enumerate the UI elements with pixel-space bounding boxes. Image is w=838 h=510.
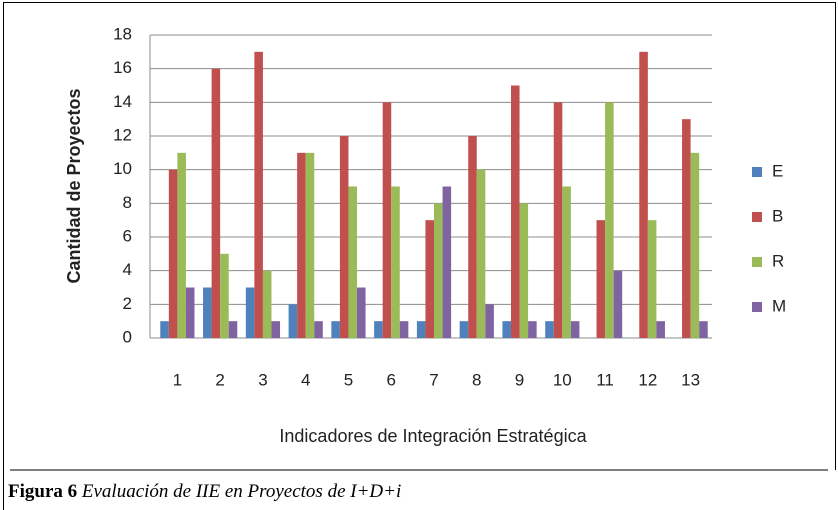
- bar: [682, 119, 691, 339]
- bar: [690, 152, 700, 338]
- bar: [528, 321, 537, 338]
- y-tick-label: 4: [123, 260, 132, 279]
- y-tick-label: 6: [123, 226, 132, 245]
- bar: [434, 203, 443, 338]
- legend-swatch: [752, 302, 762, 312]
- bar: [502, 321, 511, 338]
- frame: [3, 2, 836, 510]
- bar: [468, 136, 477, 338]
- x-tick-label: 10: [553, 370, 572, 389]
- legend-swatch: [752, 257, 762, 267]
- x-tick-label: 4: [301, 370, 310, 389]
- bar: [391, 186, 400, 338]
- bar: [425, 220, 434, 338]
- x-tick-label: 2: [215, 370, 224, 389]
- bar: [519, 203, 529, 338]
- bar: [476, 169, 486, 338]
- bar: [459, 321, 469, 338]
- bar: [168, 169, 178, 338]
- y-axis-title: Cantidad de Proyectos: [64, 88, 84, 283]
- legend-label: E: [772, 161, 783, 180]
- bar: [553, 102, 563, 338]
- bar: [305, 152, 315, 338]
- y-tick-label: 10: [113, 159, 132, 178]
- bar: [262, 270, 272, 338]
- bar: [416, 321, 426, 338]
- bar: [699, 321, 708, 338]
- bar: [288, 304, 298, 338]
- y-tick-label: 8: [123, 193, 132, 212]
- caption-label: Figura 6: [8, 481, 77, 502]
- bar: [570, 321, 580, 338]
- bar: [399, 321, 409, 338]
- legend-label: B: [772, 206, 783, 225]
- y-tick-label: 16: [113, 58, 132, 77]
- x-tick-label: 5: [344, 370, 353, 389]
- bar: [382, 102, 392, 338]
- bar: [562, 186, 571, 338]
- bar: [228, 321, 238, 338]
- x-tick-label: 13: [681, 370, 700, 389]
- legend-label: R: [772, 251, 784, 270]
- bar: [596, 220, 606, 338]
- x-axis-title: Indicadores de Integración Estratégica: [279, 426, 587, 446]
- bar: [297, 152, 306, 338]
- bar: [177, 152, 186, 338]
- bar: [314, 321, 323, 338]
- bar: [211, 68, 221, 339]
- x-tick-label: 3: [258, 370, 267, 389]
- bar: [331, 321, 340, 338]
- y-tick-label: 2: [123, 294, 132, 313]
- bar: [656, 321, 665, 338]
- bar: [613, 270, 623, 338]
- bar: [220, 253, 229, 338]
- bar: [203, 287, 212, 338]
- bar: [357, 287, 366, 338]
- y-tick-label: 0: [123, 327, 132, 346]
- bar: [545, 321, 554, 338]
- bar: [374, 321, 383, 338]
- x-tick-label: 11: [596, 370, 614, 389]
- x-tick-label: 7: [429, 370, 438, 389]
- legend-label: M: [772, 296, 786, 315]
- y-tick-label: 12: [113, 125, 132, 144]
- y-tick-label: 18: [113, 24, 132, 43]
- x-tick-label: 6: [386, 370, 395, 389]
- bar: [254, 51, 263, 338]
- bar: [185, 287, 195, 338]
- legend-swatch: [752, 167, 762, 177]
- caption: Figura 6 Evaluación de IIE en Proyectos …: [8, 481, 401, 502]
- x-tick-label: 9: [515, 370, 524, 389]
- x-tick-label: 1: [173, 370, 182, 389]
- bar: [605, 102, 614, 338]
- bar: [160, 321, 169, 338]
- x-tick-label: 12: [638, 370, 657, 389]
- caption-text: Evaluación de IIE en Proyectos de I+D+i: [81, 481, 401, 502]
- bar: [485, 304, 494, 338]
- bar: [245, 287, 255, 338]
- bar: [647, 220, 657, 338]
- bar: [271, 321, 281, 338]
- bar: [348, 186, 358, 338]
- bar: [510, 85, 520, 338]
- x-tick-label: 8: [472, 370, 481, 389]
- y-tick-label: 14: [113, 92, 132, 111]
- bar: [639, 51, 648, 338]
- bar: [442, 186, 452, 338]
- legend-swatch: [752, 212, 762, 222]
- bar: [339, 136, 349, 338]
